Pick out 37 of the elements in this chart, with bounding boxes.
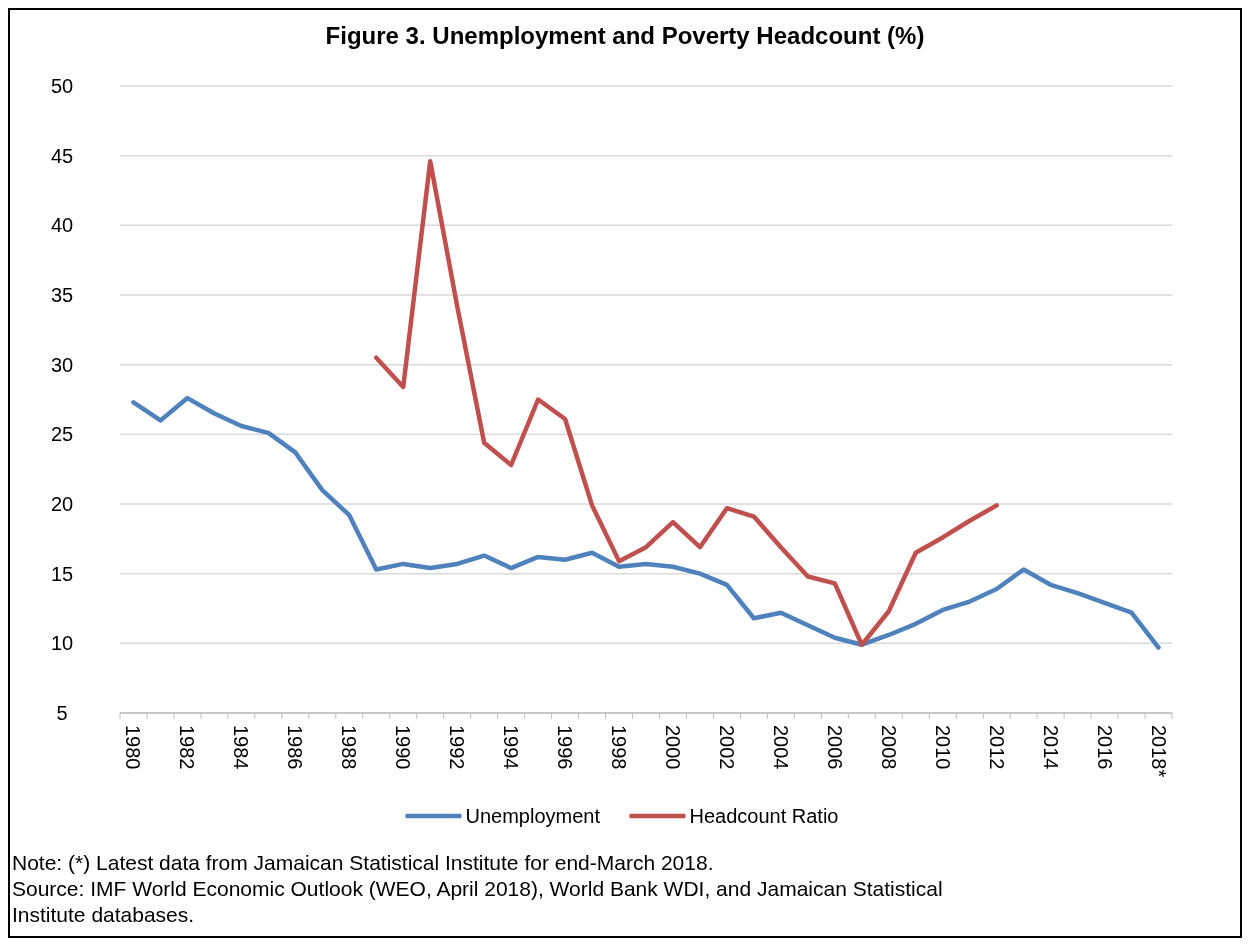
y-tick-label: 45: [50, 144, 74, 167]
line-series: [374, 158, 999, 647]
y-tick-label: 50: [50, 75, 74, 97]
x-tick-label: 1996: [554, 725, 577, 770]
x-tick-label: 2018*: [1147, 725, 1170, 778]
y-tick-label: 25: [50, 423, 74, 446]
legend-label: Headcount Ratio: [689, 805, 839, 827]
x-tick-label: 1998: [608, 725, 631, 770]
x-tick-label: 1988: [338, 725, 361, 770]
x-tick-label: 1982: [176, 725, 199, 770]
x-tick-label: 1994: [500, 725, 523, 770]
x-tick-label: 2002: [715, 725, 738, 770]
x-tick-label: 1990: [392, 725, 415, 770]
y-tick-label: 40: [50, 214, 74, 237]
line-series: [131, 395, 1161, 650]
y-tick-label: 15: [50, 562, 74, 585]
x-tick-label: 1984: [230, 725, 253, 770]
y-tick-label: 20: [50, 493, 74, 515]
x-tick-label: 2006: [823, 725, 846, 770]
chart-title: Figure 3. Unemployment and Poverty Headcount (%): [325, 22, 925, 49]
x-tick-label: 2004: [769, 725, 792, 770]
x-tick-label: 2012: [985, 725, 1008, 770]
x-tick-label: 1980: [122, 725, 145, 770]
x-tick-label: 2016: [1093, 725, 1116, 770]
x-tick-label: 2014: [1039, 725, 1062, 770]
y-tick-label: 5: [56, 702, 68, 724]
y-tick-label: 35: [50, 284, 74, 306]
y-tick-label: 10: [50, 632, 74, 655]
x-tick-label: 2000: [661, 725, 684, 770]
source-note: Source: IMF World Economic Outlook (WEO, April 2018), World Bank WDI, and Jamaican Statistical Institute databases.: [12, 877, 943, 926]
x-tick-label: 2010: [931, 725, 954, 770]
legend-label: Unemployment: [465, 805, 601, 827]
y-tick-label: 30: [50, 353, 74, 376]
text: Note: (*) Latest data from Jamaican Statistical Institute for end-March 2018.: [12, 851, 714, 874]
x-tick-label: 1986: [284, 725, 307, 770]
x-tick-label: 2008: [877, 725, 900, 770]
x-tick-label: 1992: [446, 725, 469, 770]
